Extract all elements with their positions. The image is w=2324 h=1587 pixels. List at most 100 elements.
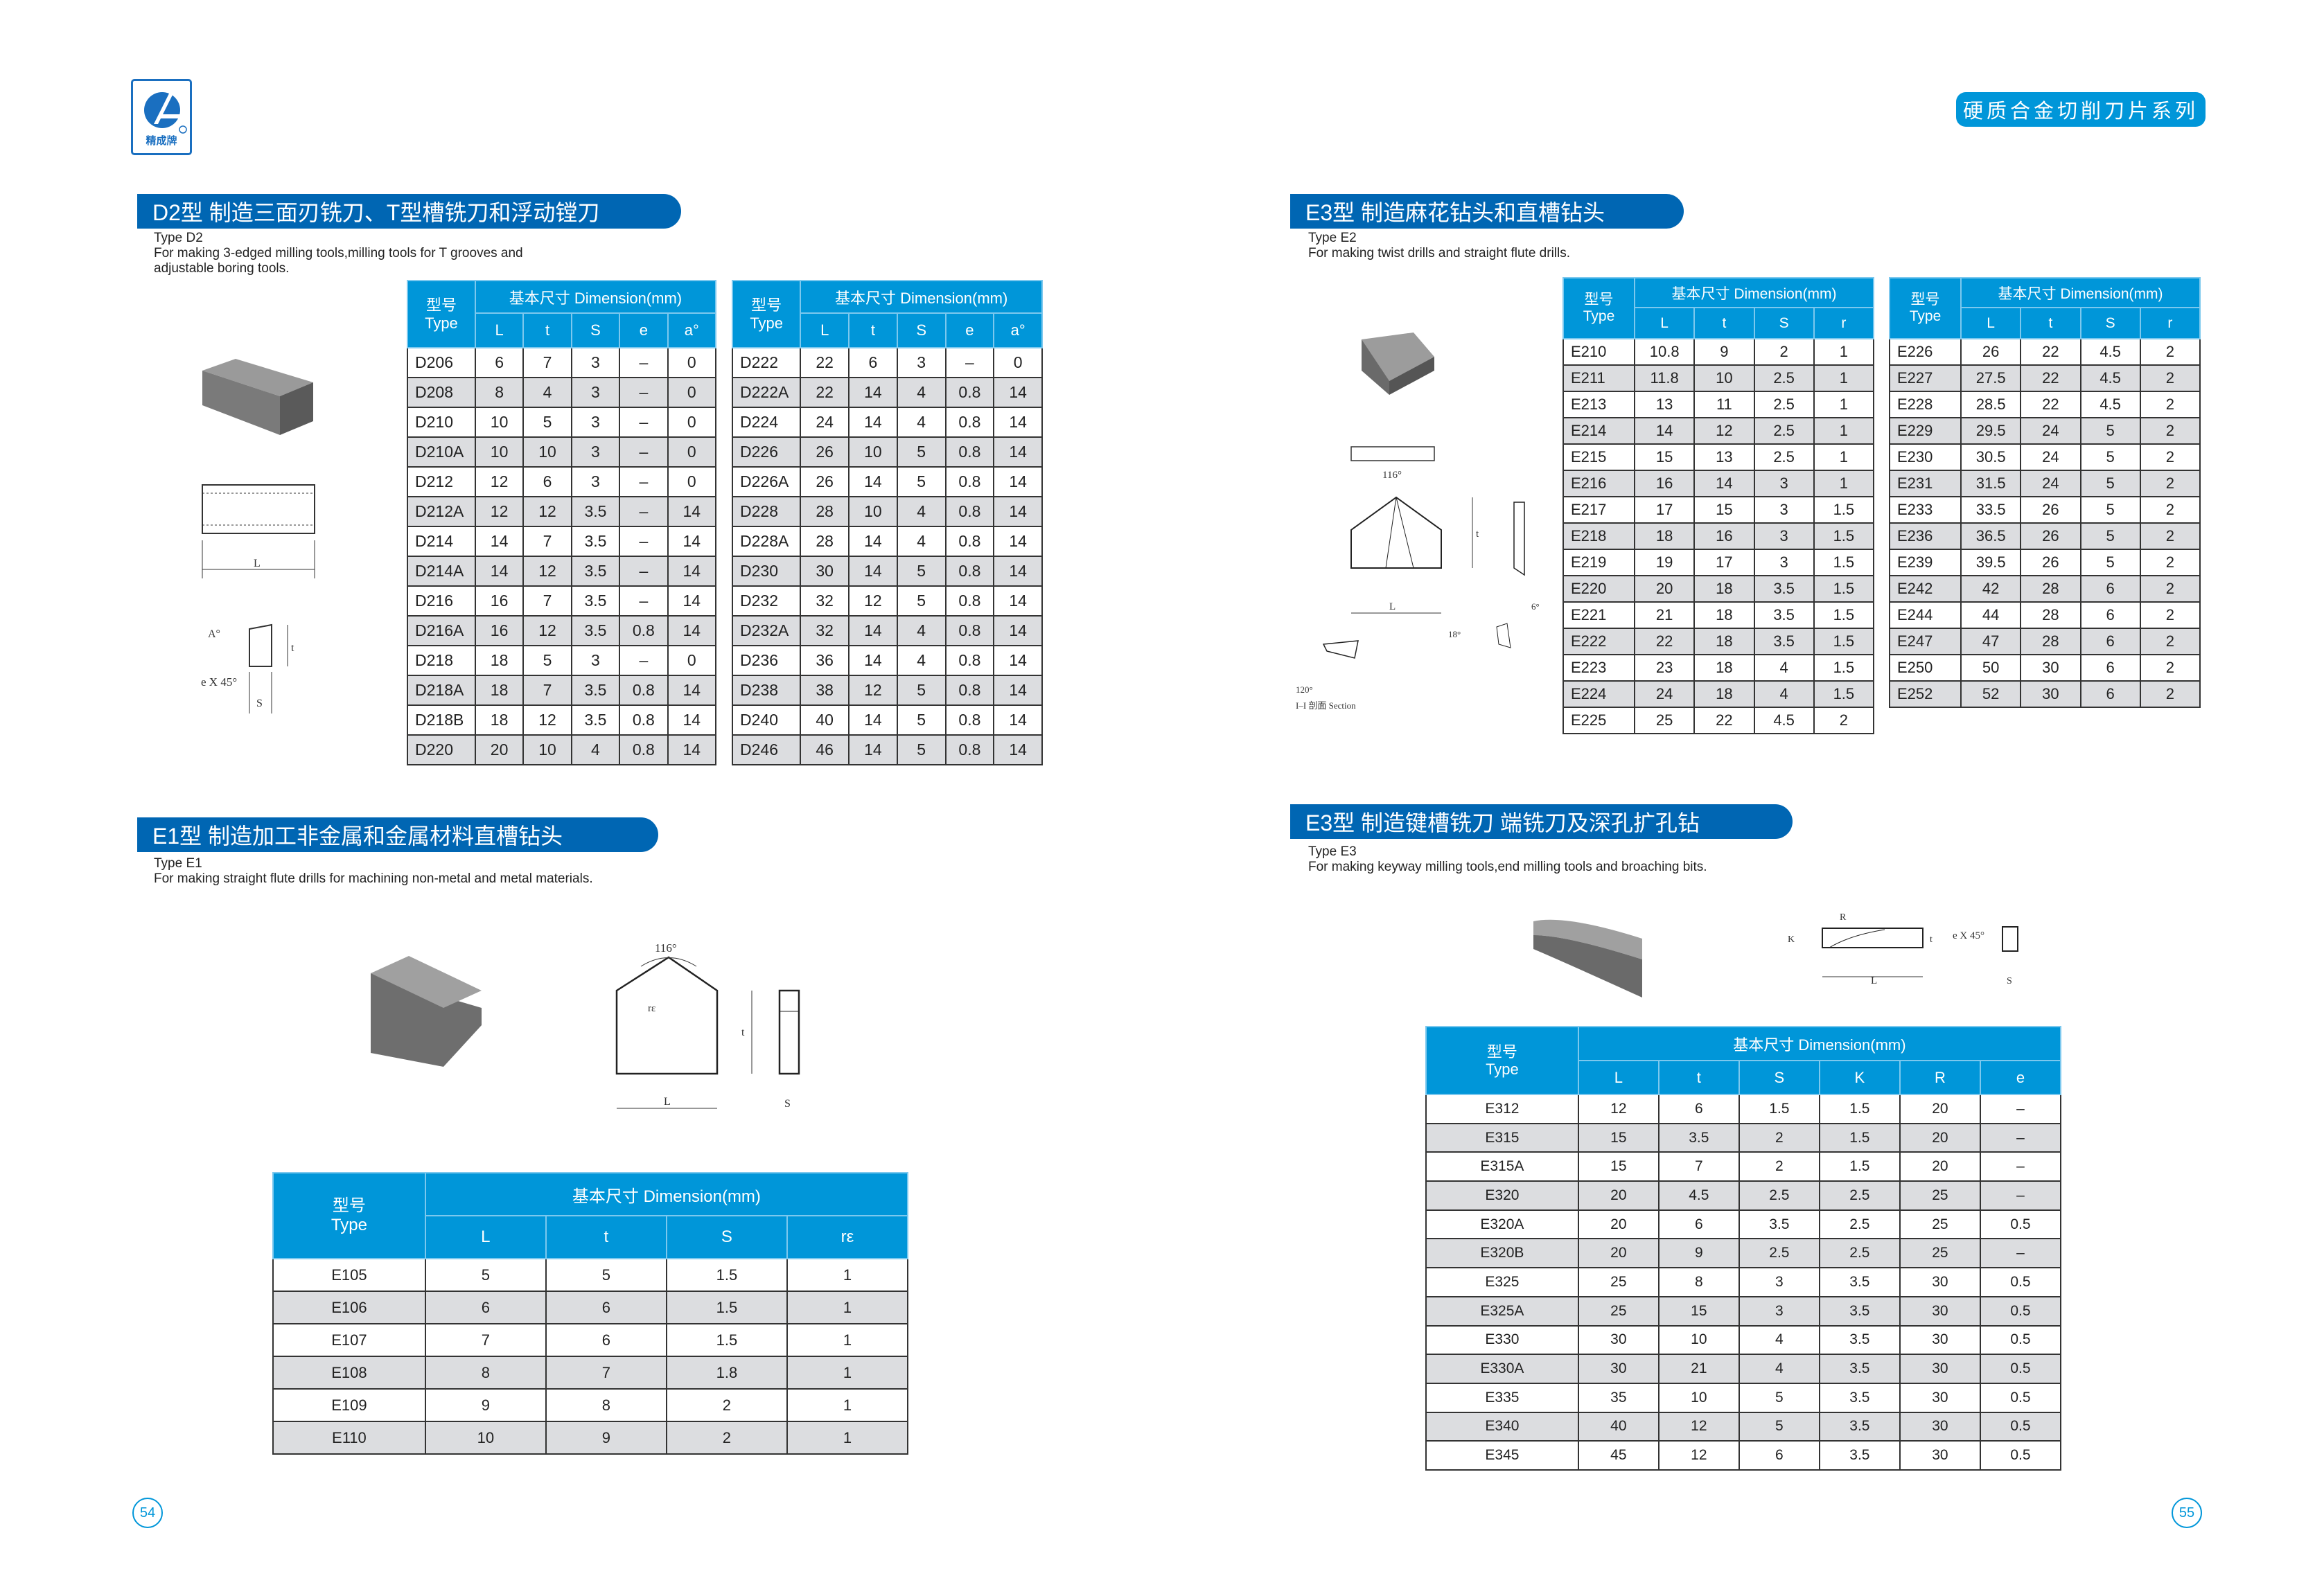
value-cell: 14 <box>848 704 898 736</box>
value-cell: 14 <box>667 615 717 646</box>
value-cell: 30 <box>1899 1440 1981 1471</box>
value-cell: 2 <box>2139 575 2201 603</box>
column-header-0: L <box>474 312 525 348</box>
value-cell: 1.5 <box>1813 549 1875 576</box>
value-cell: 13 <box>1693 443 1755 471</box>
table-row: E107 7 6 1.5 1 <box>272 1323 909 1357</box>
column-header-3: r <box>2139 307 2201 339</box>
e3-label-t: t <box>1930 934 1933 945</box>
value-cell: 18 <box>1634 522 1696 550</box>
value-cell: 18 <box>1693 628 1755 655</box>
value-cell: 10 <box>1657 1324 1740 1356</box>
type-cell: E221 <box>1562 601 1636 629</box>
value-cell: 2 <box>2139 391 2201 418</box>
value-cell: 44 <box>1960 601 2022 629</box>
value-cell: 2 <box>2139 496 2201 524</box>
value-cell: 2.5 <box>1753 364 1815 392</box>
table-row: D214 14 7 3.5–14 <box>407 526 717 557</box>
value-cell: 28.5 <box>1960 391 2022 418</box>
value-cell: 2 <box>1738 1151 1820 1182</box>
value-cell: 4.5 <box>2079 391 2141 418</box>
value-cell: 14 <box>667 675 717 706</box>
value-cell: 0 <box>667 436 717 468</box>
table-row: E231 31.5 24 5 2 <box>1888 470 2201 497</box>
table-row: D240 40 14 5 0.8 14 <box>731 704 1043 736</box>
value-cell: 2 <box>2139 338 2201 366</box>
table-row: E244 44 28 6 2 <box>1888 601 2201 629</box>
column-header-2: S <box>896 312 947 348</box>
value-cell: 32 <box>800 585 850 617</box>
type-cell: E320B <box>1425 1238 1579 1269</box>
value-cell: 30 <box>1899 1382 1981 1413</box>
value-cell: 42 <box>1960 575 2022 603</box>
column-header-5: e <box>1979 1060 2062 1095</box>
value-cell: – <box>619 526 669 557</box>
value-cell: 26 <box>800 436 850 468</box>
value-cell: 1.8 <box>665 1356 788 1390</box>
value-cell: 14 <box>848 645 898 676</box>
type-cell: E244 <box>1888 601 1962 629</box>
table-row: E221 21 18 3.5 1.5 <box>1562 601 1875 629</box>
table-row: D218 18 5 3–0 <box>407 645 717 676</box>
table-row: E252 52 30 6 2 <box>1888 680 2201 708</box>
value-cell: 16 <box>1634 470 1696 497</box>
value-cell: 0 <box>993 347 1043 378</box>
table-row: E315A 15 7 2 1.5 20– <box>1425 1151 2062 1182</box>
value-cell: 3 <box>1738 1267 1820 1297</box>
column-header-3: e <box>619 312 669 348</box>
value-cell: 22 <box>800 347 850 378</box>
table-row: E223 23 18 4 1.5 <box>1562 654 1875 682</box>
value-cell: 6 <box>1657 1209 1740 1240</box>
value-cell: 12 <box>474 496 525 527</box>
type-cell: E315 <box>1425 1122 1579 1153</box>
value-cell: 1.5 <box>1813 496 1875 524</box>
type-cell: D212A <box>407 496 476 527</box>
value-cell: 12 <box>1657 1411 1740 1442</box>
value-cell: 3.5 <box>1818 1411 1901 1442</box>
value-cell: 4 <box>896 615 947 646</box>
type-cell: D216A <box>407 615 476 646</box>
value-cell: 6 <box>1738 1440 1820 1471</box>
table-row: D224 24 14 4 0.8 14 <box>731 407 1043 438</box>
value-cell: 14 <box>993 377 1043 408</box>
value-cell: 28 <box>800 496 850 527</box>
value-cell: 20 <box>1577 1209 1660 1240</box>
table-row: D212 12 6 3–0 <box>407 466 717 497</box>
value-cell: 0.8 <box>944 556 995 587</box>
value-cell: – <box>619 645 669 676</box>
dimension-header: 基本尺寸 Dimension(mm) <box>1960 277 2201 308</box>
value-cell: 14 <box>993 436 1043 468</box>
value-cell: 52 <box>1960 680 2022 708</box>
value-cell: 30 <box>1899 1354 1981 1384</box>
value-cell: 3.5 <box>1753 628 1815 655</box>
d2-description: Type D2 For making 3-edged milling tools… <box>154 231 523 276</box>
type-cell: D220 <box>407 734 476 765</box>
value-cell: 2 <box>665 1388 788 1422</box>
value-cell: 8 <box>474 377 525 408</box>
value-cell: 28 <box>800 526 850 557</box>
type-cell: E213 <box>1562 391 1636 418</box>
brand-logo: 精成牌 <box>131 79 192 155</box>
value-cell: – <box>1979 1094 2062 1124</box>
value-cell: 1 <box>786 1291 909 1324</box>
value-cell: 3 <box>896 347 947 378</box>
type-cell: D228 <box>731 496 802 527</box>
value-cell: 3.5 <box>1818 1295 1901 1327</box>
page-number-left: 54 <box>132 1498 163 1528</box>
value-cell: – <box>619 496 669 527</box>
value-cell: 3 <box>570 347 621 378</box>
table-row: D246 46 14 5 0.8 14 <box>731 734 1043 765</box>
e3-description: Type E3 For making keyway milling tools,… <box>1308 844 1707 875</box>
value-cell: 14 <box>667 704 717 736</box>
value-cell: – <box>619 466 669 497</box>
value-cell: 22 <box>1693 707 1755 734</box>
type-cell: E215 <box>1562 443 1636 471</box>
dimension-header: 基本尺寸 Dimension(mm) <box>800 280 1043 314</box>
value-cell: 7 <box>545 1356 667 1390</box>
e3-desc-line1: For making keyway milling tools,end mill… <box>1308 860 1707 874</box>
e2-label-18: 18° <box>1448 629 1461 639</box>
value-cell: 24 <box>2020 443 2081 471</box>
table-row: E330A 30 21 4 3.5 30 0.5 <box>1425 1354 2062 1384</box>
